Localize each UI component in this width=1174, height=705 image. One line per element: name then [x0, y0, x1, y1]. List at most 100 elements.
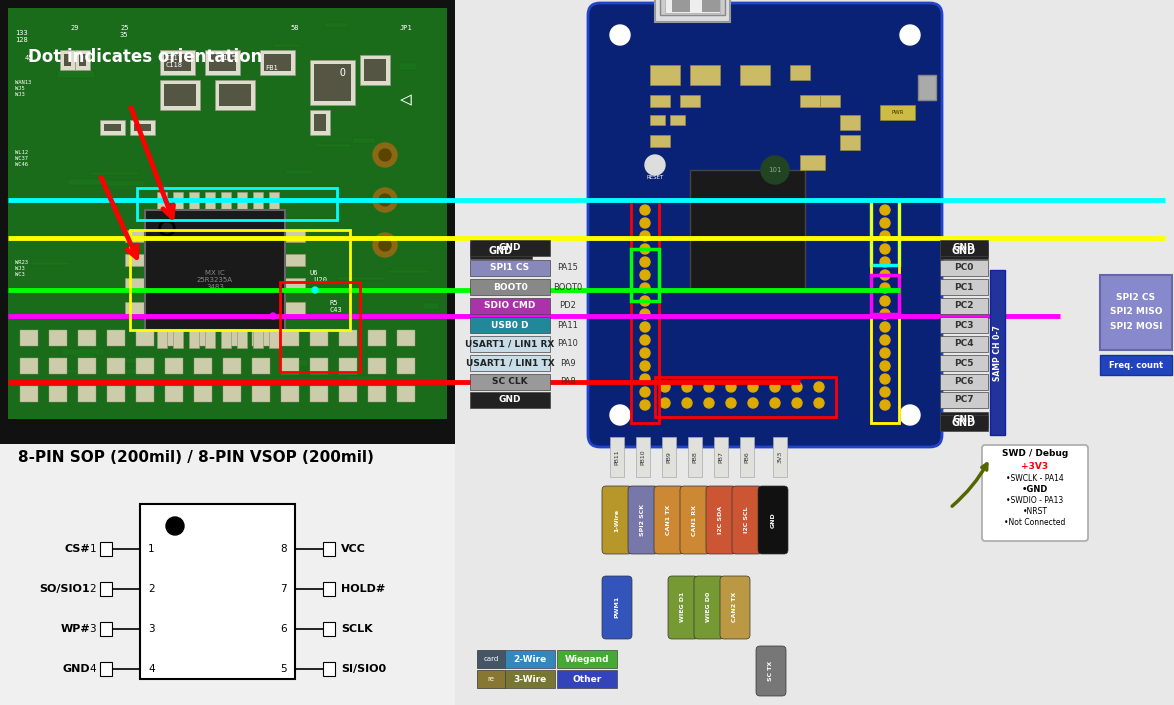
Bar	[477, 670, 505, 688]
Text: 1-Wire: 1-Wire	[614, 508, 620, 532]
Circle shape	[640, 270, 650, 280]
Circle shape	[880, 322, 890, 332]
Bar	[505, 650, 555, 668]
Text: BOOT0: BOOT0	[493, 283, 527, 291]
Bar	[871, 200, 899, 423]
Circle shape	[640, 322, 650, 332]
Text: PB8: PB8	[693, 451, 697, 463]
Text: C117
C118: C117 C118	[166, 55, 182, 68]
Bar	[940, 317, 989, 333]
Bar	[205, 192, 215, 210]
Circle shape	[682, 398, 691, 408]
Bar	[77, 386, 96, 402]
Bar	[470, 392, 549, 408]
Bar	[650, 115, 664, 125]
Bar	[166, 386, 183, 402]
Bar	[20, 386, 38, 402]
Text: 2: 2	[89, 584, 96, 594]
Text: 29: 29	[70, 25, 79, 31]
Bar	[285, 254, 305, 266]
Bar	[124, 230, 146, 242]
Bar	[140, 504, 295, 679]
Circle shape	[770, 382, 780, 392]
Text: I2C SDA: I2C SDA	[718, 506, 723, 534]
Circle shape	[880, 270, 890, 280]
FancyBboxPatch shape	[758, 486, 788, 554]
Circle shape	[379, 149, 391, 161]
Circle shape	[373, 233, 397, 257]
Circle shape	[640, 309, 650, 319]
Text: HOLD#: HOLD#	[340, 584, 385, 594]
Text: WR23
WJ3
WC3: WR23 WJ3 WC3	[15, 260, 28, 276]
Bar	[940, 260, 989, 276]
Bar	[313, 114, 326, 131]
Bar	[62, 349, 104, 355]
Text: 58: 58	[290, 25, 298, 31]
Text: PC2: PC2	[954, 302, 973, 310]
Circle shape	[880, 361, 890, 371]
Text: SAMP CH 0-7: SAMP CH 0-7	[993, 325, 1003, 381]
Bar	[630, 249, 659, 301]
Bar	[799, 95, 819, 107]
Text: O: O	[340, 68, 346, 78]
Bar	[323, 542, 335, 556]
Circle shape	[640, 374, 650, 384]
FancyBboxPatch shape	[733, 486, 762, 554]
Circle shape	[704, 382, 714, 392]
Bar	[310, 358, 328, 374]
Text: FB1: FB1	[265, 65, 278, 71]
Bar	[264, 54, 291, 71]
Text: Other: Other	[573, 675, 601, 684]
Bar	[160, 50, 195, 75]
Bar	[215, 80, 255, 110]
Text: PA8: PA8	[560, 377, 576, 386]
Circle shape	[166, 517, 184, 535]
FancyBboxPatch shape	[602, 576, 632, 639]
Circle shape	[682, 382, 691, 392]
Bar	[664, 0, 720, 13]
Text: 101: 101	[768, 167, 782, 173]
Bar	[470, 279, 549, 295]
Text: VCC: VCC	[340, 544, 366, 554]
Bar	[655, 377, 836, 417]
Text: PC1: PC1	[954, 283, 973, 291]
Bar	[655, 0, 730, 22]
Bar	[269, 330, 279, 348]
Bar	[367, 330, 386, 346]
Bar	[353, 138, 375, 143]
Bar	[158, 318, 175, 324]
Bar	[690, 65, 720, 85]
Bar	[690, 170, 805, 290]
Bar	[8, 8, 447, 419]
FancyBboxPatch shape	[694, 576, 724, 639]
Bar	[636, 437, 650, 477]
Text: GND: GND	[953, 415, 976, 424]
Bar	[75, 50, 90, 70]
Bar	[940, 243, 989, 259]
Text: GND: GND	[770, 512, 776, 528]
Bar	[940, 298, 989, 314]
FancyBboxPatch shape	[588, 3, 942, 447]
Text: 133
128: 133 128	[15, 30, 28, 43]
Bar	[799, 155, 825, 170]
Bar	[146, 210, 285, 330]
Bar	[252, 386, 270, 402]
Bar	[279, 360, 308, 366]
Bar	[316, 144, 351, 147]
Bar	[990, 270, 1005, 435]
Bar	[90, 172, 139, 175]
Circle shape	[640, 218, 650, 228]
Bar	[108, 181, 144, 186]
Bar	[740, 65, 770, 85]
Bar	[79, 54, 86, 66]
Circle shape	[660, 398, 670, 408]
Circle shape	[379, 194, 391, 206]
Text: R5
C43: R5 C43	[330, 300, 343, 313]
Circle shape	[726, 382, 736, 392]
FancyBboxPatch shape	[628, 486, 657, 554]
Circle shape	[610, 25, 630, 45]
Circle shape	[640, 387, 650, 397]
Text: MX IC
25R3235A
3483: MX IC 25R3235A 3483	[197, 270, 232, 290]
Circle shape	[880, 231, 890, 241]
Text: PC5: PC5	[954, 359, 973, 367]
